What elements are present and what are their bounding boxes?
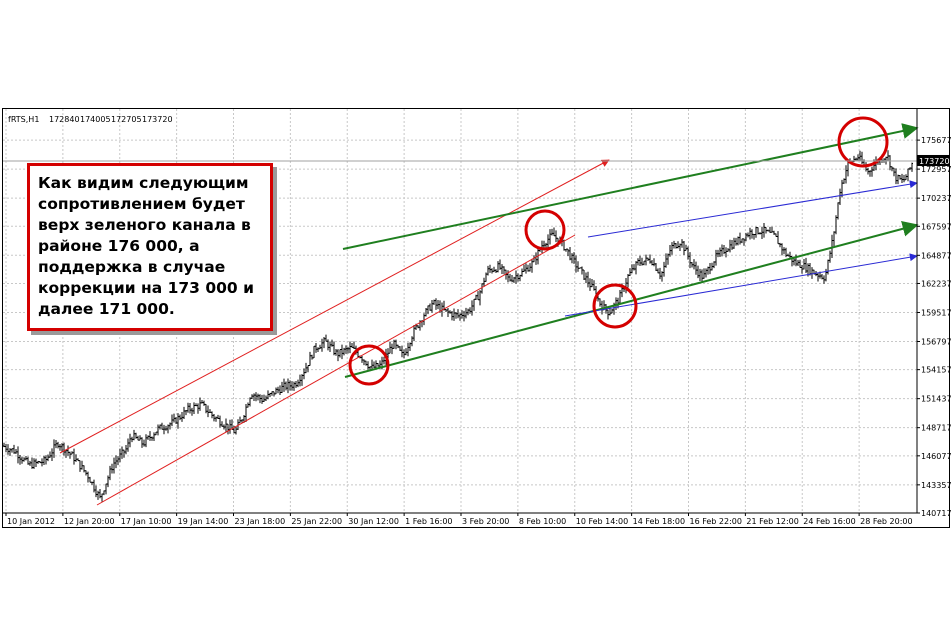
x-tick-label: 14 Feb 18:00: [633, 517, 685, 526]
x-tick-label: 17 Jan 10:00: [121, 517, 172, 526]
annotation-line: верх зеленого канала в: [38, 216, 251, 234]
x-tick-label: 25 Jan 22:00: [291, 517, 342, 526]
annotation-note: Как видим следующим сопротивлением будет…: [27, 163, 273, 331]
y-axis: 175677 172957 170237 167597 164877 162237 1595…: [916, 109, 951, 518]
x-tick-label: 10 Jan 2012: [7, 517, 55, 526]
price-chart: 173720 fRTS,H1 172840 174005 172705 1737…: [3, 109, 951, 526]
x-tick-label: 16 Feb 22:00: [690, 517, 742, 526]
x-axis: 10 Jan 2012 12 Jan 20:00 17 Jan 10:00 19 Ja…: [3, 512, 917, 526]
annotation-line: районе 176 000, а: [38, 237, 200, 255]
annotation-line: коррекции на 173 000 и: [38, 279, 254, 297]
y-tick-label: 167597: [921, 222, 951, 231]
highlight-circles: [348, 116, 889, 386]
y-tick-label: 140717: [921, 509, 951, 518]
x-tick-label: 12 Jan 20:00: [64, 517, 115, 526]
blue-channel-upper-line: [587, 180, 918, 238]
y-tick-label: 172957: [921, 165, 951, 174]
chart-ohlc-low: 172705: [111, 115, 142, 124]
annotation-line: сопротивлением будет: [38, 195, 245, 213]
y-tick-label: 143357: [921, 481, 951, 490]
y-tick-label: 146077: [921, 452, 951, 461]
x-tick-label: 30 Jan 12:00: [348, 517, 399, 526]
y-tick-label: 162237: [921, 279, 951, 288]
annotation-line: далее 171 000.: [38, 300, 175, 318]
y-tick-label: 159517: [921, 308, 951, 317]
current-price-tag: [917, 154, 950, 166]
x-tick-label: 10 Feb 14:00: [576, 517, 628, 526]
x-tick-label: 19 Jan 14:00: [178, 517, 229, 526]
red-channel-lower-line: [96, 234, 576, 506]
green-channel-upper-line: [342, 123, 919, 250]
blue-channel: [564, 180, 918, 317]
y-tick-label: 156797: [921, 337, 951, 346]
y-tick-label: 175677: [921, 136, 951, 145]
x-tick-label: 3 Feb 20:00: [462, 517, 509, 526]
x-tick-label: 8 Feb 10:00: [519, 517, 566, 526]
current-price-label: 173720: [919, 157, 950, 166]
y-tick-label: 151437: [921, 395, 951, 404]
y-tick-label: 154157: [921, 366, 951, 375]
x-tick-label: 21 Feb 12:00: [746, 517, 798, 526]
red-channel: [59, 159, 610, 506]
chart-ohlc-high: 174005: [80, 115, 111, 124]
chart-ohlc-open: 172840: [49, 115, 80, 124]
y-tick-label: 164877: [921, 251, 951, 260]
highlight-circle-24-feb: [837, 116, 889, 168]
chart-ohlc-close: 173720: [142, 115, 173, 124]
green-channel: [342, 123, 919, 378]
x-tick-label: 23 Jan 18:00: [235, 517, 286, 526]
highlight-circle-10-feb: [592, 283, 638, 329]
green-channel-lower-line: [344, 220, 919, 378]
highlight-circle-8-feb: [524, 209, 566, 251]
y-tick-label: 148717: [921, 424, 951, 433]
x-tick-label: 28 Feb 20:00: [860, 517, 912, 526]
x-tick-label: 24 Feb 16:00: [803, 517, 855, 526]
y-tick-label: 170237: [921, 194, 951, 203]
annotation-line: Как видим следующим: [38, 174, 249, 192]
x-tick-label: 1 Feb 16:00: [405, 517, 452, 526]
highlight-circle-30-jan: [348, 344, 390, 386]
annotation-line: поддержка в случае: [38, 258, 226, 276]
chart-symbol: fRTS,H1: [8, 115, 39, 124]
blue-channel-lower-line: [564, 253, 918, 317]
red-channel-upper-line: [59, 159, 610, 454]
